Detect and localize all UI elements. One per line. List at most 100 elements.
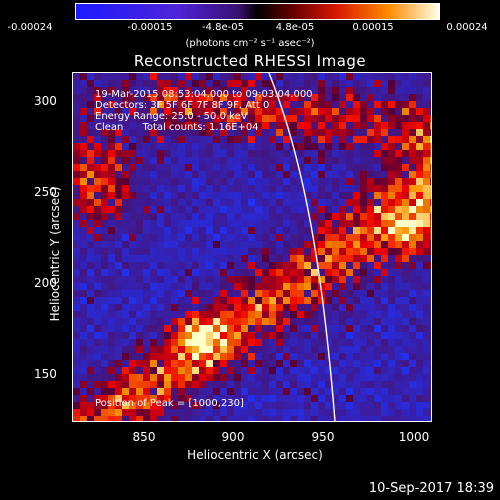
heatmap-cell — [388, 374, 395, 381]
heatmap-cell — [311, 164, 318, 171]
heatmap-cell — [115, 157, 122, 164]
heatmap-cell — [402, 339, 409, 346]
heatmap-cell — [360, 213, 367, 220]
heatmap-cell — [199, 346, 206, 353]
heatmap-cell — [108, 234, 115, 241]
heatmap-cell — [220, 269, 227, 276]
heatmap-cell — [248, 402, 255, 409]
heatmap-cell — [136, 213, 143, 220]
heatmap-cell — [304, 332, 311, 339]
heatmap-cell — [339, 129, 346, 136]
heatmap-cell — [192, 276, 199, 283]
heatmap-cell — [73, 269, 80, 276]
heatmap-cell — [213, 332, 220, 339]
heatmap — [73, 73, 431, 421]
heatmap-cell — [297, 129, 304, 136]
heatmap-cell — [164, 353, 171, 360]
heatmap-cell — [318, 409, 325, 416]
heatmap-cell — [220, 150, 227, 157]
heatmap-cell — [318, 346, 325, 353]
heatmap-cell — [304, 115, 311, 122]
heatmap-cell — [73, 213, 80, 220]
heatmap-cell — [129, 80, 136, 87]
heatmap-cell — [129, 213, 136, 220]
heatmap-cell — [353, 395, 360, 402]
heatmap-cell — [87, 171, 94, 178]
heatmap-cell — [332, 332, 339, 339]
heatmap-cell — [290, 346, 297, 353]
heatmap-cell — [304, 87, 311, 94]
heatmap-cell — [367, 353, 374, 360]
heatmap-cell — [80, 87, 87, 94]
heatmap-cell — [381, 325, 388, 332]
heatmap-cell — [94, 409, 101, 416]
heatmap-cell — [101, 213, 108, 220]
heatmap-cell — [402, 192, 409, 199]
heatmap-cell — [213, 94, 220, 101]
heatmap-cell — [122, 206, 129, 213]
heatmap-cell — [290, 122, 297, 129]
heatmap-cell — [381, 220, 388, 227]
heatmap-cell — [367, 234, 374, 241]
heatmap-cell — [248, 339, 255, 346]
heatmap-cell — [87, 213, 94, 220]
heatmap-cell — [192, 185, 199, 192]
heatmap-cell — [185, 255, 192, 262]
heatmap-cell — [122, 185, 129, 192]
heatmap-cell — [311, 262, 318, 269]
heatmap-cell — [178, 381, 185, 388]
heatmap-cell — [353, 283, 360, 290]
heatmap-cell — [164, 171, 171, 178]
heatmap-cell — [311, 283, 318, 290]
heatmap-cell — [374, 353, 381, 360]
heatmap-cell — [311, 122, 318, 129]
heatmap-cell — [409, 199, 416, 206]
heatmap-cell — [297, 304, 304, 311]
heatmap-cell — [374, 304, 381, 311]
heatmap-cell — [220, 395, 227, 402]
heatmap-cell — [136, 227, 143, 234]
heatmap-cell — [346, 206, 353, 213]
heatmap-cell — [192, 388, 199, 395]
heatmap-cell — [318, 192, 325, 199]
heatmap-cell — [73, 262, 80, 269]
heatmap-cell — [402, 367, 409, 374]
heatmap-cell — [248, 367, 255, 374]
heatmap-cell — [143, 164, 150, 171]
colorbar-tick: -0.00015 — [127, 22, 173, 33]
heatmap-cell — [353, 87, 360, 94]
heatmap-cell — [73, 101, 80, 108]
heatmap-cell — [157, 108, 164, 115]
heatmap-cell — [304, 248, 311, 255]
heatmap-cell — [164, 409, 171, 416]
heatmap-cell — [248, 101, 255, 108]
heatmap-cell — [339, 101, 346, 108]
heatmap-cell — [136, 269, 143, 276]
heatmap-cell — [199, 206, 206, 213]
heatmap-cell — [283, 122, 290, 129]
heatmap-cell — [360, 416, 367, 421]
heatmap-cell — [136, 157, 143, 164]
heatmap-cell — [122, 332, 129, 339]
heatmap-cell — [80, 192, 87, 199]
heatmap-cell — [241, 213, 248, 220]
heatmap-cell — [150, 150, 157, 157]
heatmap-cell — [206, 80, 213, 87]
heatmap-cell — [374, 297, 381, 304]
heatmap-cell — [122, 157, 129, 164]
heatmap-cell — [150, 325, 157, 332]
heatmap-cell — [318, 325, 325, 332]
heatmap-cell — [269, 248, 276, 255]
heatmap-cell — [276, 108, 283, 115]
heatmap-cell — [115, 94, 122, 101]
heatmap-cell — [339, 87, 346, 94]
heatmap-cell — [213, 304, 220, 311]
heatmap-cell — [430, 143, 431, 150]
heatmap-cell — [248, 255, 255, 262]
heatmap-cell — [262, 381, 269, 388]
heatmap-cell — [129, 290, 136, 297]
heatmap-cell — [136, 290, 143, 297]
heatmap-cell — [150, 206, 157, 213]
heatmap-cell — [311, 339, 318, 346]
heatmap-cell — [185, 290, 192, 297]
